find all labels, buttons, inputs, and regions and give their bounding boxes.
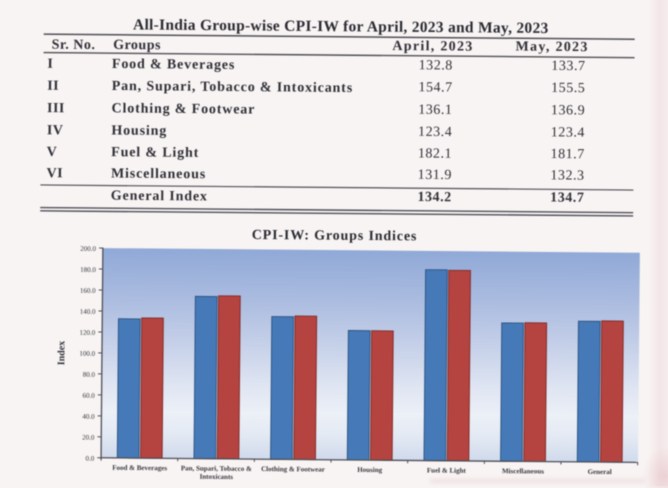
svg-text:181.7: 181.7: [551, 147, 585, 162]
svg-text:Clothing & Footwear: Clothing & Footwear: [112, 101, 256, 117]
svg-text:20.0: 20.0: [82, 434, 95, 442]
svg-text:Groups: Groups: [113, 38, 161, 53]
svg-text:0.0: 0.0: [85, 455, 94, 463]
svg-text:123.4: 123.4: [551, 125, 585, 140]
svg-text:Sr. No.: Sr. No.: [52, 38, 96, 53]
svg-text:All-India Group-wise CPI-IW fo: All-India Group-wise CPI-IW for April, 2…: [133, 16, 549, 37]
svg-text:III: III: [47, 101, 65, 116]
svg-text:40.0: 40.0: [82, 413, 95, 421]
svg-text:CPI-IW: Groups Indices: CPI-IW: Groups Indices: [252, 228, 418, 244]
svg-text:Index: Index: [56, 341, 67, 366]
svg-text:154.7: 154.7: [418, 80, 452, 95]
svg-text:Food & Beverages: Food & Beverages: [112, 464, 167, 472]
svg-text:80.0: 80.0: [83, 371, 96, 379]
svg-text:Fuel & Light: Fuel & Light: [427, 466, 467, 474]
svg-text:May, 2023: May, 2023: [515, 40, 588, 56]
svg-text:General: General: [588, 468, 612, 476]
svg-text:VI: VI: [46, 166, 63, 181]
svg-text:Pan, Supari, Tobacco & Intoxic: Pan, Supari, Tobacco & Intoxicants: [112, 79, 353, 96]
svg-text:V: V: [47, 145, 58, 160]
svg-text:IV: IV: [47, 123, 64, 138]
svg-text:136.1: 136.1: [418, 103, 452, 118]
svg-text:134.7: 134.7: [550, 191, 584, 206]
svg-text:Food & Beverages: Food & Beverages: [112, 57, 235, 73]
svg-text:123.4: 123.4: [418, 125, 452, 140]
svg-text:133.7: 133.7: [551, 59, 585, 74]
svg-text:182.1: 182.1: [418, 146, 452, 161]
svg-text:155.5: 155.5: [551, 81, 585, 96]
svg-text:180.0: 180.0: [80, 266, 96, 274]
svg-text:Housing: Housing: [111, 123, 167, 138]
svg-text:160.0: 160.0: [80, 287, 96, 295]
svg-text:200.0: 200.0: [80, 245, 96, 253]
svg-text:General Index: General Index: [111, 189, 208, 205]
svg-text:134.2: 134.2: [417, 190, 451, 205]
svg-text:Miscellaneous: Miscellaneous: [502, 467, 544, 475]
svg-text:140.0: 140.0: [80, 308, 96, 316]
svg-text:Clothing & Footwear: Clothing & Footwear: [261, 465, 325, 474]
svg-text:April, 2023: April, 2023: [392, 39, 473, 55]
svg-text:Pan, Supari, Tobacco &: Pan, Supari, Tobacco &: [181, 464, 252, 473]
svg-text:Housing: Housing: [357, 466, 382, 474]
svg-text:100.0: 100.0: [79, 350, 95, 358]
svg-text:II: II: [47, 79, 59, 94]
svg-text:Intoxicants: Intoxicants: [200, 473, 234, 481]
svg-text:136.9: 136.9: [551, 103, 585, 118]
svg-text:I: I: [47, 57, 53, 72]
svg-text:60.0: 60.0: [83, 392, 96, 400]
svg-text:131.9: 131.9: [418, 168, 452, 183]
svg-text:132.3: 132.3: [550, 168, 584, 183]
svg-text:Fuel & Light: Fuel & Light: [111, 145, 199, 161]
svg-text:132.8: 132.8: [419, 58, 453, 73]
svg-text:Miscellaneous: Miscellaneous: [111, 166, 206, 182]
svg-text:120.0: 120.0: [80, 329, 96, 337]
